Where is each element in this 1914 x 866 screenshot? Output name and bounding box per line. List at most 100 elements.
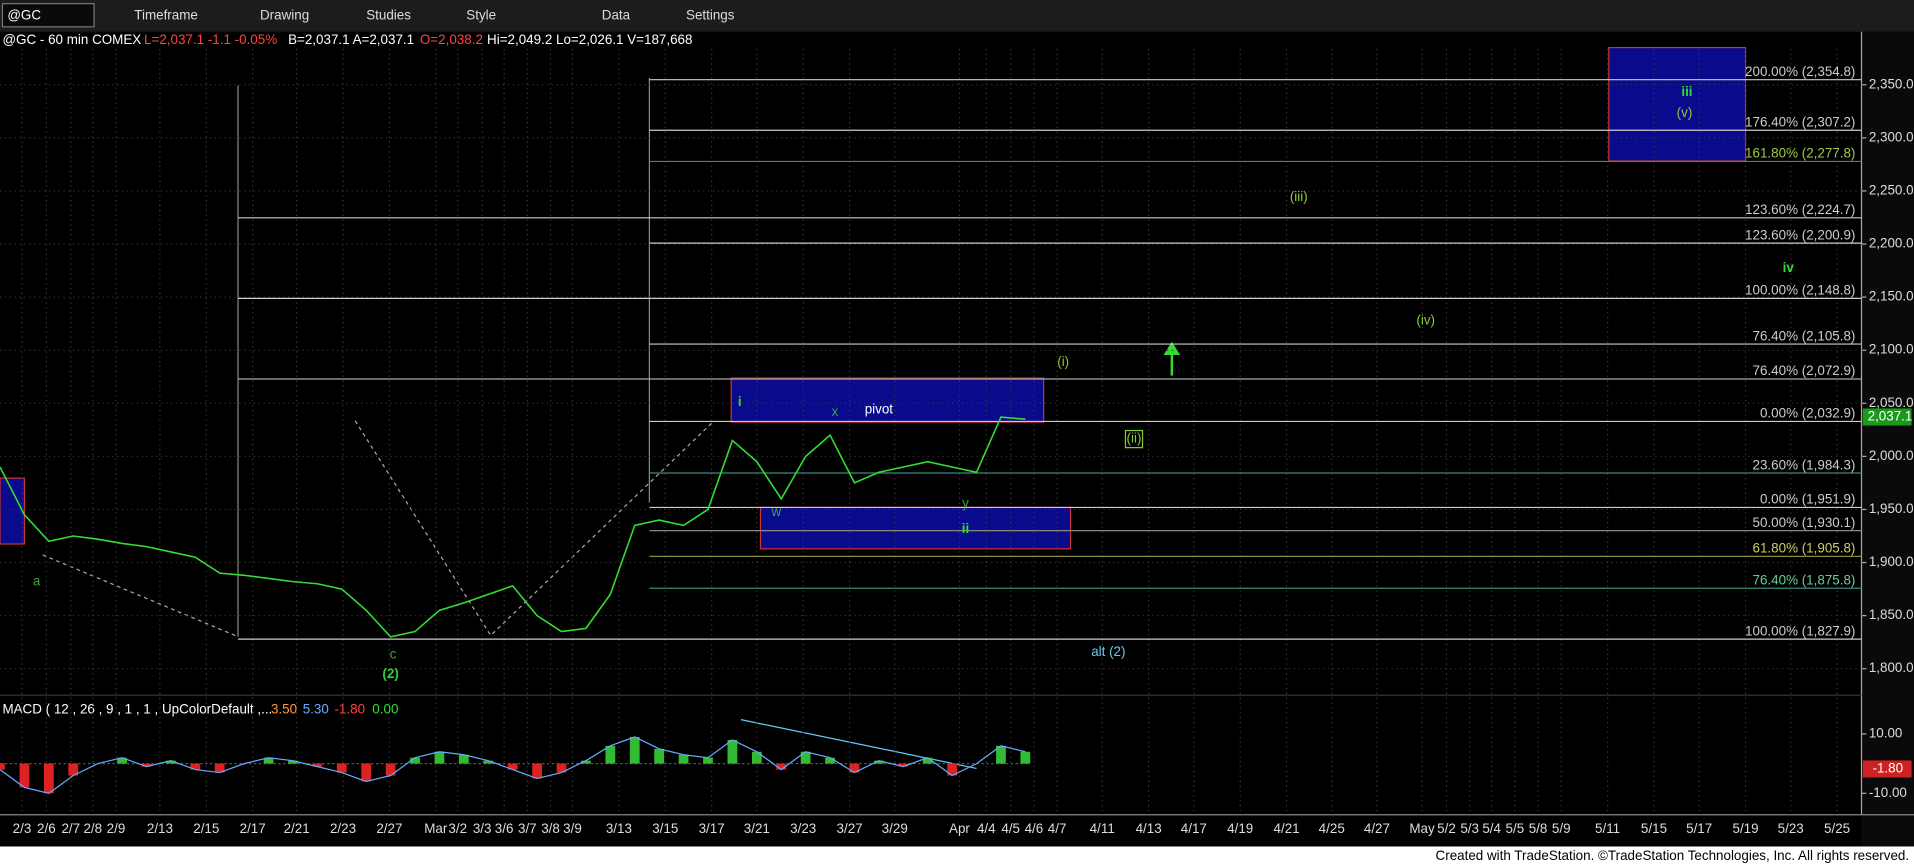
- wave-label: (2): [382, 666, 398, 681]
- x-tick-label: 4/19: [1227, 821, 1253, 836]
- x-tick-label: 2/21: [284, 821, 310, 836]
- menu-item[interactable]: Settings: [686, 7, 735, 22]
- x-tick-label: 2/13: [147, 821, 173, 836]
- last-price-tag: [1862, 408, 1912, 426]
- macd-line: [0, 736, 1026, 794]
- fib-label: 50.00% (1,930.1): [1753, 515, 1856, 530]
- symbol-box[interactable]: [1, 3, 95, 28]
- macd-histogram: [996, 745, 1006, 764]
- x-tick-label: 3/17: [699, 821, 725, 836]
- trend: [42, 554, 239, 638]
- macd-histogram: [605, 745, 616, 764]
- fib-label: 176.40% (2,307.2): [1745, 114, 1855, 129]
- x-tick-label: 5/19: [1732, 821, 1758, 836]
- target-box: [1608, 46, 1747, 162]
- wave-label: i: [738, 394, 742, 409]
- macd-histogram: [141, 763, 152, 767]
- macd-last-tag: [1862, 760, 1912, 778]
- menu-item[interactable]: Timeframe: [134, 7, 198, 22]
- x-tick-label: 4/25: [1319, 821, 1345, 836]
- x-tick-label: 3/8: [541, 821, 560, 836]
- wave-label: (i): [1057, 354, 1069, 369]
- wave-label: c: [390, 647, 397, 662]
- x-tick-label: 2/15: [193, 821, 219, 836]
- fib-label: 100.00% (1,827.9): [1745, 623, 1855, 638]
- macd-histogram: [751, 751, 762, 764]
- x-tick-label: 4/5: [1001, 821, 1020, 836]
- macd-histogram: [898, 763, 909, 767]
- x-tick-label: 5/3: [1460, 821, 1479, 836]
- macd-histogram: [263, 757, 274, 764]
- menu-item[interactable]: Style: [466, 7, 496, 22]
- macd-histogram: [312, 763, 323, 767]
- macd-histogram: [581, 760, 591, 764]
- x-tick-label: 4/6: [1025, 821, 1044, 836]
- macd-last-label: -1.80: [1872, 761, 1903, 776]
- x-tick-label: 2/17: [240, 821, 266, 836]
- macd-histogram: [776, 763, 787, 770]
- x-tick-label: 4/4: [977, 821, 996, 836]
- macd-histogram: [190, 763, 201, 770]
- macd-histogram: [361, 763, 372, 782]
- fib-label: 123.60% (2,200.9): [1745, 227, 1855, 242]
- x-tick-label: 2/9: [107, 821, 126, 836]
- x-tick-label: 3/9: [563, 821, 582, 836]
- macd-histogram: [19, 763, 30, 788]
- price-axis: [1861, 31, 1914, 847]
- menu-item[interactable]: Drawing: [260, 7, 309, 22]
- macd-histogram: [556, 763, 567, 773]
- x-tick-label: 2/8: [83, 821, 102, 836]
- macd-histogram: [1020, 751, 1031, 764]
- fib-label: 0.00% (2,032.9): [1760, 406, 1855, 421]
- target-box: [730, 377, 1045, 423]
- y-tick-label: 1,950.0: [1869, 501, 1914, 516]
- wave-label: y: [962, 495, 969, 510]
- macd-histogram: [922, 757, 933, 764]
- x-tick-label: 3/2: [448, 821, 467, 836]
- x-tick-label: 4/7: [1048, 821, 1067, 836]
- x-tick-label: 3/27: [837, 821, 863, 836]
- footer-bar: [0, 846, 1914, 866]
- x-tick-label: 3/15: [652, 821, 678, 836]
- macd-histogram: [43, 763, 54, 794]
- fib-label: 76.40% (1,875.8): [1753, 572, 1856, 587]
- x-tick-label: 2/3: [13, 821, 32, 836]
- y-tick-label: 2,100.0: [1869, 342, 1914, 357]
- macd-histogram: [410, 757, 420, 764]
- macd-histogram: [849, 763, 860, 773]
- wave-label: (iii): [1290, 189, 1308, 204]
- toolbar: [0, 0, 1914, 32]
- fib-label: 76.40% (2,072.9): [1753, 363, 1856, 378]
- y-tick-label: 2,000.0: [1869, 448, 1914, 463]
- macd-histogram: [483, 760, 494, 764]
- x-tick-label: 4/13: [1136, 821, 1162, 836]
- symbol-input[interactable]: @GC: [7, 7, 41, 22]
- fib-label: 76.40% (2,105.8): [1753, 328, 1856, 343]
- macd-reading: 5.30: [303, 701, 329, 716]
- x-tick-label: 2/27: [376, 821, 402, 836]
- y-tick-label: 2,200.0: [1869, 236, 1914, 251]
- x-tick-label: 5/2: [1437, 821, 1456, 836]
- x-tick-label: 3/7: [518, 821, 537, 836]
- menu-item[interactable]: Studies: [366, 7, 411, 22]
- wave-label: iv: [1783, 260, 1795, 275]
- x-tick-label: 4/21: [1274, 821, 1300, 836]
- wave-label: alt (2): [1091, 644, 1125, 659]
- macd-histogram: [166, 760, 176, 764]
- x-tick-label: 3/6: [495, 821, 514, 836]
- x-tick-label: 4/11: [1090, 821, 1115, 836]
- macd-histogram: [336, 763, 347, 773]
- x-tick-label: 2/6: [37, 821, 56, 836]
- header-last: L=2,037.1 -1.1 -0.05%: [144, 32, 277, 47]
- menu-item[interactable]: Data: [602, 7, 631, 22]
- macd-histogram: [873, 760, 884, 764]
- wave-label: (iv): [1416, 312, 1435, 327]
- x-tick-label: 3/29: [882, 821, 908, 836]
- fib-label: 23.60% (1,984.3): [1753, 457, 1856, 472]
- fib-label: 61.80% (1,905.8): [1753, 541, 1856, 556]
- wave-label: (ii): [1127, 431, 1142, 446]
- macd-histogram: [434, 751, 445, 764]
- macd-histogram: [678, 754, 689, 764]
- macd-histogram: [214, 763, 225, 773]
